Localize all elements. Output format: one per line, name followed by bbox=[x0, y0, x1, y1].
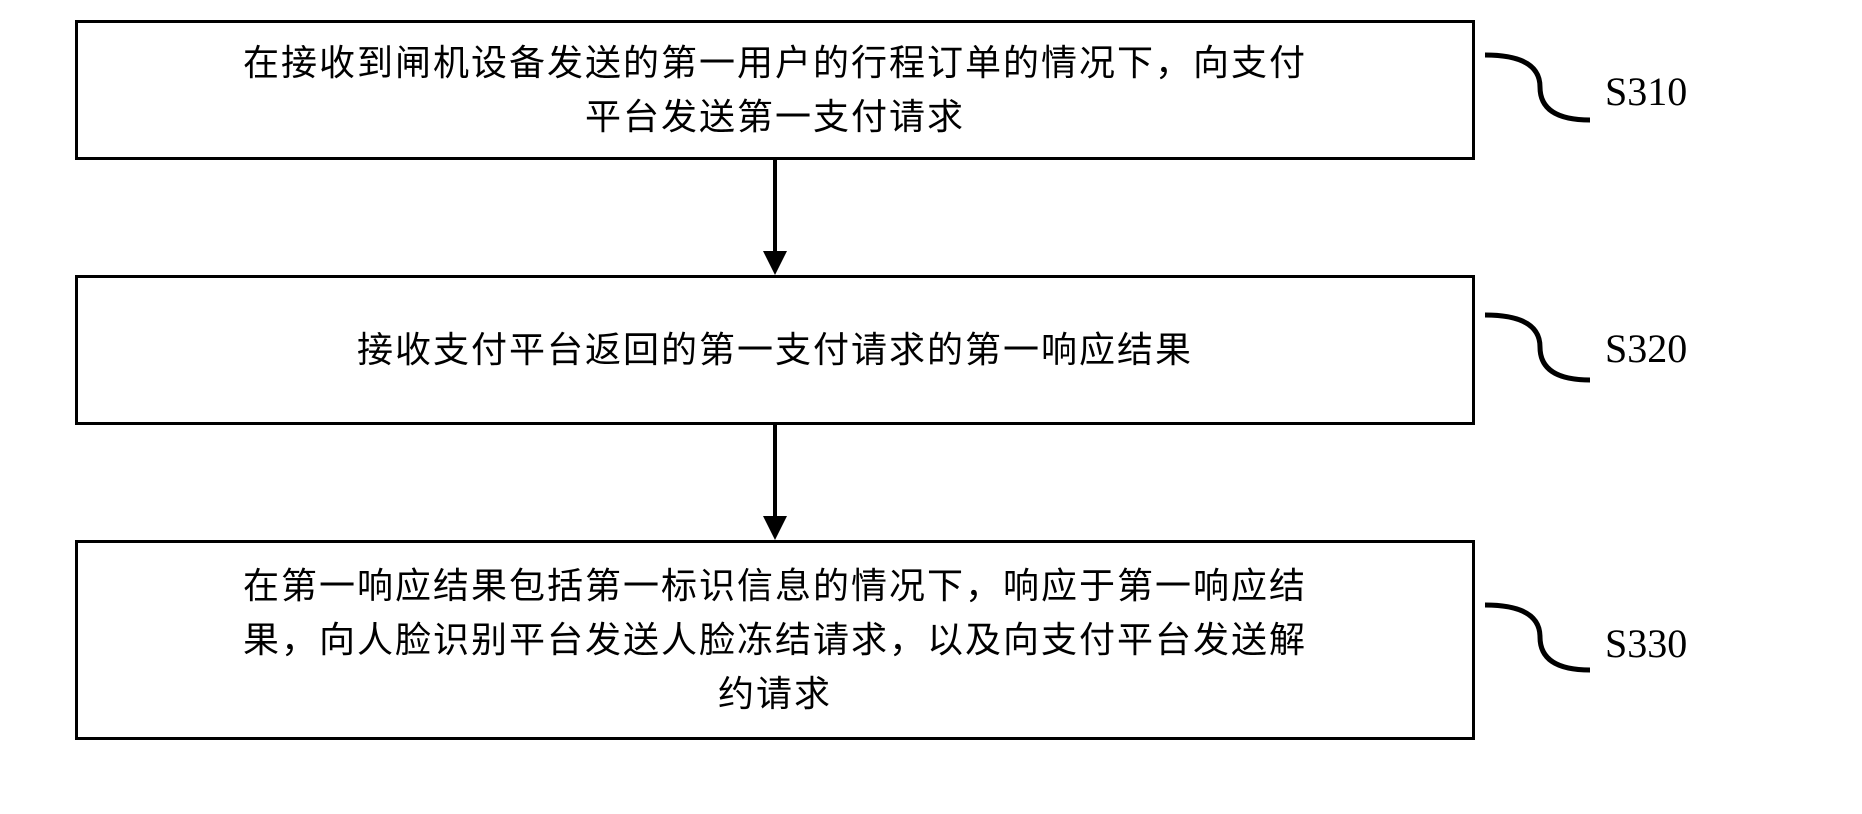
step-3-label: S330 bbox=[1605, 620, 1687, 667]
arrow-2-line bbox=[773, 425, 777, 517]
arrow-1-line bbox=[773, 160, 777, 252]
step-1-text: 在接收到闸机设备发送的第一用户的行程订单的情况下，向支付平台发送第一支付请求 bbox=[243, 36, 1307, 144]
flowchart-step-1: 在接收到闸机设备发送的第一用户的行程订单的情况下，向支付平台发送第一支付请求 bbox=[75, 20, 1475, 160]
connector-bracket-3 bbox=[1480, 600, 1595, 675]
step-2-label: S320 bbox=[1605, 325, 1687, 372]
flowchart-step-3: 在第一响应结果包括第一标识信息的情况下，响应于第一响应结果，向人脸识别平台发送人… bbox=[75, 540, 1475, 740]
connector-bracket-1 bbox=[1480, 50, 1595, 125]
flowchart-container: 在接收到闸机设备发送的第一用户的行程订单的情况下，向支付平台发送第一支付请求 S… bbox=[0, 0, 1862, 814]
flowchart-step-2: 接收支付平台返回的第一支付请求的第一响应结果 bbox=[75, 275, 1475, 425]
step-2-text: 接收支付平台返回的第一支付请求的第一响应结果 bbox=[357, 323, 1193, 377]
step-1-label: S310 bbox=[1605, 68, 1687, 115]
connector-bracket-2 bbox=[1480, 310, 1595, 385]
arrow-1-head bbox=[763, 251, 787, 275]
arrow-2-head bbox=[763, 516, 787, 540]
step-3-text: 在第一响应结果包括第一标识信息的情况下，响应于第一响应结果，向人脸识别平台发送人… bbox=[243, 559, 1307, 721]
